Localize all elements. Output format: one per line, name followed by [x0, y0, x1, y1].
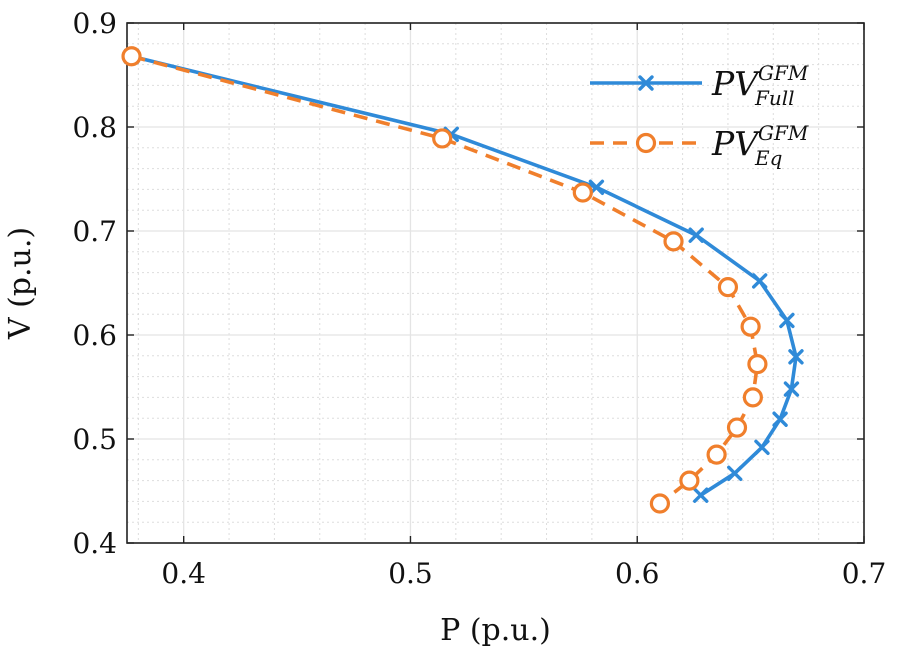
data-point: [572, 182, 593, 203]
y-tick-label: 0.4: [72, 527, 117, 560]
y-tick-label: 0.6: [72, 319, 117, 352]
y-tick-label: 0.5: [72, 423, 117, 456]
data-point: [772, 411, 788, 427]
plot-frame: [126, 22, 865, 544]
y-tick-label: 0.9: [72, 7, 117, 40]
legend-marker: [635, 132, 657, 154]
data-point: [742, 387, 763, 408]
x-tick-label: 0.6: [615, 557, 660, 590]
data-point: [688, 227, 704, 243]
data-point: [754, 439, 770, 456]
data-point: [726, 417, 748, 438]
data-point: [706, 444, 727, 465]
data-point: [788, 349, 804, 365]
y-axis-label: V (p.u.): [3, 227, 38, 340]
legend-subscript: Eq: [754, 146, 782, 170]
x-tick-label: 0.4: [161, 557, 206, 590]
y-tick-label: 0.7: [72, 215, 117, 248]
data-point: [121, 46, 142, 67]
data-point: [432, 128, 453, 149]
x-tick-label: 0.5: [388, 557, 433, 590]
axis-ticks: [127, 22, 865, 544]
data-point: [717, 277, 739, 298]
legend-subscript: Full: [754, 86, 795, 110]
legend-label: PVGFM: [711, 121, 809, 163]
data-point: [663, 231, 684, 252]
data-point: [747, 354, 768, 375]
data-point: [740, 316, 761, 337]
data-point: [727, 465, 743, 482]
data-point: [679, 470, 700, 491]
data-point: [783, 381, 800, 397]
tick-labels: 0.4 0.5 0.6 0.7 0.4 0.5 0.6 0.7 0.8 0.9: [72, 7, 886, 590]
data-point: [693, 487, 709, 503]
legend-marker: [638, 75, 654, 91]
data-point: [649, 493, 671, 514]
data-point: [751, 273, 768, 289]
series-pv-eq: [121, 46, 768, 514]
legend-label: PVGFM: [711, 61, 809, 103]
y-tick-label: 0.8: [72, 111, 117, 144]
data-point: [779, 312, 795, 329]
x-tick-label: 0.7: [842, 557, 887, 590]
x-axis-label: P (p.u.): [440, 613, 551, 648]
series-layer: [121, 46, 804, 514]
